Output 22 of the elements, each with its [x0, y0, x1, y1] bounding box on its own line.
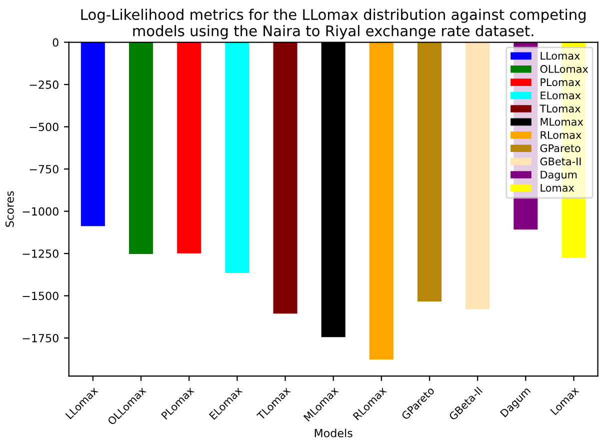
legend-label: GPareto — [540, 144, 580, 152]
y-axis-title: Scores — [5, 191, 14, 227]
chart-title: Log-Likelihood metrics for the LLomax distribution against competing models using the Naira to Riyal exchange rate dataset. — [81, 8, 586, 40]
y-tick-label: −500 — [30, 122, 58, 132]
x-axis-title: Models — [314, 428, 352, 438]
y-tick-label: −1750 — [22, 334, 58, 342]
legend-label: Dagum — [540, 170, 577, 181]
y-tick-label: −250 — [30, 80, 58, 89]
y-tick-label: −750 — [30, 164, 58, 174]
legend-label: RLomax — [540, 131, 582, 139]
y-tick-label: 0 — [52, 38, 58, 47]
y-tick-label: −1000 — [22, 207, 58, 216]
legend-label: ELomax — [540, 92, 581, 100]
y-tick-label: −1500 — [22, 292, 58, 300]
legend-label: LLomax — [540, 52, 580, 60]
legend-label: PLomax — [540, 78, 580, 86]
legend-label: TLomax — [540, 104, 580, 113]
legend-label: Lomax — [540, 184, 574, 192]
y-tick-label: −1250 — [22, 249, 58, 258]
legend-label: GBeta-II — [540, 157, 581, 166]
legend-label: OLLomax — [540, 65, 588, 73]
legend-label: MLomax — [540, 118, 584, 126]
